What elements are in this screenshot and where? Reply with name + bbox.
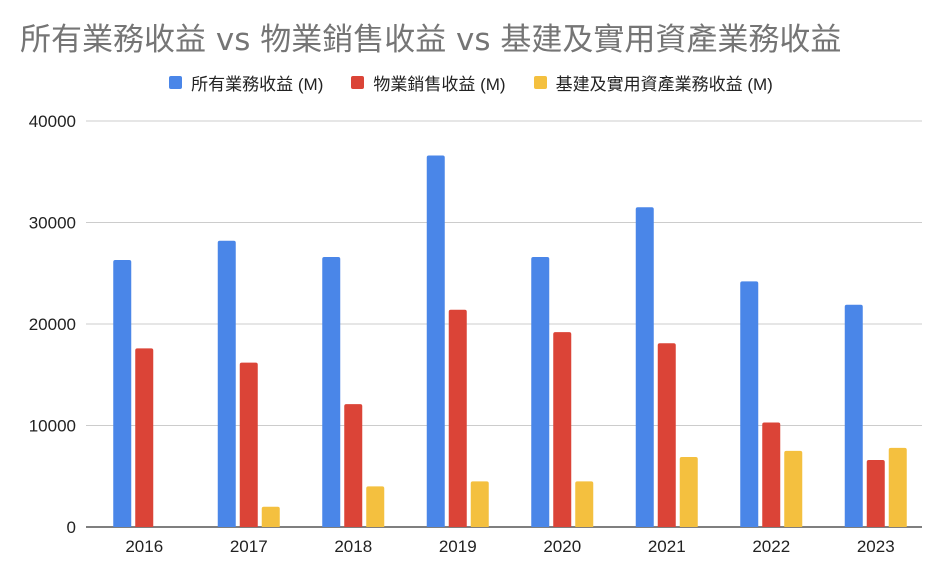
bar bbox=[784, 450, 803, 527]
legend-label-property-sales: 物業銷售收益 (M) bbox=[373, 75, 506, 94]
bar bbox=[113, 260, 132, 527]
legend-swatch-property-sales bbox=[351, 76, 365, 89]
bar bbox=[322, 257, 341, 527]
x-tick-label: 2017 bbox=[230, 537, 268, 556]
legend-label-all-business: 所有業務收益 (M) bbox=[191, 75, 324, 94]
bar bbox=[553, 332, 572, 527]
bar bbox=[217, 240, 236, 527]
axes: 0 10000 20000 30000 40000 2016 2017 2018 2019 202… bbox=[29, 112, 895, 556]
bar bbox=[448, 309, 467, 527]
bars bbox=[113, 155, 907, 527]
bar bbox=[261, 506, 280, 527]
bar bbox=[470, 481, 489, 527]
legend-swatch-all-business bbox=[169, 76, 183, 89]
y-tick-label: 30000 bbox=[29, 214, 76, 233]
y-tick-label: 20000 bbox=[29, 315, 76, 334]
bar bbox=[366, 486, 385, 527]
x-tick-label: 2018 bbox=[334, 537, 372, 556]
legend-item-property-sales: 物業銷售收益 (M) bbox=[351, 70, 506, 95]
bar bbox=[135, 348, 154, 527]
bar bbox=[762, 422, 781, 527]
bar bbox=[531, 257, 550, 527]
x-tick-label: 2020 bbox=[543, 537, 581, 556]
y-tick-label: 0 bbox=[67, 518, 76, 537]
x-tick-label: 2019 bbox=[439, 537, 477, 556]
bar bbox=[866, 460, 885, 527]
y-tick-label: 10000 bbox=[29, 417, 76, 436]
x-tick-label: 2016 bbox=[125, 537, 163, 556]
bar bbox=[679, 456, 698, 527]
bar bbox=[888, 447, 907, 527]
bar bbox=[740, 281, 759, 527]
legend: 所有業務收益 (M) 物業銷售收益 (M) 基建及實用資產業務收益 (M) bbox=[0, 70, 942, 95]
bar bbox=[344, 404, 363, 527]
y-tick-label: 40000 bbox=[29, 112, 76, 131]
x-tick-label: 2022 bbox=[752, 537, 790, 556]
x-tick-label: 2023 bbox=[857, 537, 895, 556]
bar bbox=[635, 207, 654, 527]
legend-item-all-business: 所有業務收益 (M) bbox=[169, 70, 323, 95]
bar bbox=[239, 362, 258, 527]
x-tick-label: 2021 bbox=[648, 537, 686, 556]
bar bbox=[575, 481, 594, 527]
bar bbox=[657, 343, 676, 527]
legend-label-infrastructure: 基建及實用資產業務收益 (M) bbox=[555, 75, 773, 94]
bar bbox=[844, 304, 863, 527]
chart-title: 所有業務收益 vs 物業銷售收益 vs 基建及實用資產業務收益 bbox=[20, 22, 842, 58]
legend-item-infrastructure: 基建及實用資產業務收益 (M) bbox=[533, 70, 773, 95]
legend-swatch-infrastructure bbox=[533, 76, 547, 89]
bar bbox=[426, 155, 445, 527]
